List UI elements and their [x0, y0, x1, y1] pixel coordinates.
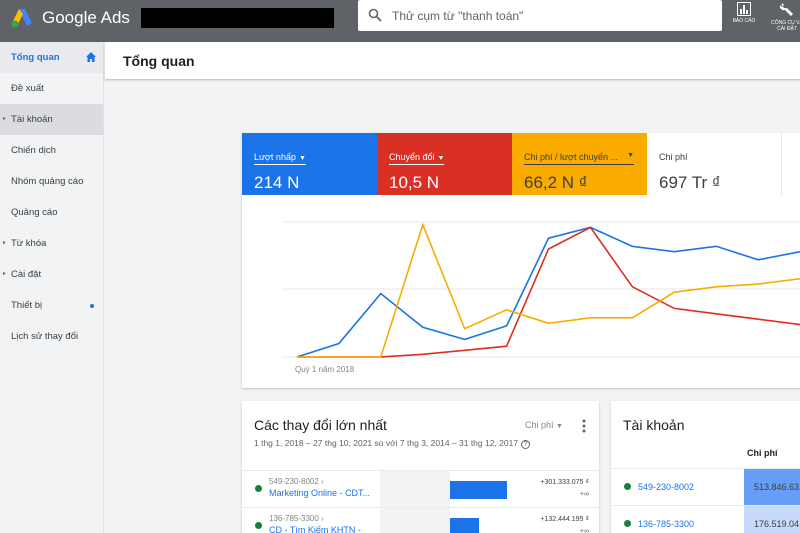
reports-icon: [737, 2, 751, 16]
status-dot-icon: [624, 483, 631, 490]
dropdown-caret-icon: ▼: [298, 155, 306, 162]
accounts-card: Tài khoản Chi phí 549-230-8002 513.846.6…: [611, 401, 800, 533]
expand-caret-icon: ▸: [3, 271, 7, 277]
metric-label[interactable]: Chi phí / lượt chuyển ... ▼: [524, 152, 634, 165]
sidebar: Tổng quan Đề xuất ▸ Tài khoản Chiến dịch…: [0, 42, 104, 533]
performance-card: Lượt nhấp ▼ 214 N Chuyển đổi ▼ 10,5 N Chi …: [242, 133, 800, 388]
sidebar-item-label: Từ khóa: [11, 238, 47, 249]
notification-dot-icon: [90, 304, 94, 308]
sidebar-item-label: Cài đặt: [11, 269, 42, 280]
sidebar-item-devices[interactable]: Thiết bị: [0, 290, 103, 321]
change-amount: +132.444.195 ₫: [540, 516, 589, 523]
dropdown-caret-icon: ▼: [556, 423, 563, 430]
change-row[interactable]: 136-785-3300 › CD - Tìm Kiếm KHTN - +132…: [242, 507, 599, 533]
expand-caret-icon: ▸: [3, 240, 7, 246]
metric-value: 214 N: [254, 173, 300, 192]
metric-value: 66,2 N ₫: [524, 173, 588, 192]
sidebar-item-label: Đề xuất: [11, 83, 44, 94]
card-title: Các thay đổi lớn nhất: [254, 417, 387, 433]
dropdown-caret-icon: ▼: [437, 155, 445, 162]
bar-negative-area: [380, 471, 450, 508]
metric-value: 10,5 N: [389, 173, 440, 192]
metric-select-dropdown[interactable]: Chi phí ▼: [525, 420, 563, 430]
account-cost: 176.519.04: [744, 506, 800, 533]
change-percent: +∞: [579, 528, 589, 533]
metric-label[interactable]: Lượt nhấp ▼: [254, 152, 306, 165]
sidebar-item-keywords[interactable]: ▸ Từ khóa: [0, 228, 103, 259]
account-cost: 513.846.63: [744, 469, 800, 506]
account-id: 549-230-8002 ›: [269, 477, 324, 486]
sidebar-item-campaigns[interactable]: Chiến dịch: [0, 135, 103, 166]
metric-value: 697 Tr ₫: [659, 173, 721, 192]
reports-label: BÁO CÁO: [732, 18, 756, 24]
metric-clicks[interactable]: Lượt nhấp ▼ 214 N: [242, 133, 377, 195]
more-vert-icon[interactable]: [582, 419, 586, 433]
chart-x-label: Quý 1 năm 2018: [295, 365, 355, 374]
biggest-changes-card: Các thay đổi lớn nhất Chi phí ▼ 1 thg 1,…: [242, 401, 599, 533]
search-placeholder: Thử cụm từ "thanh toán": [392, 9, 524, 23]
change-bar: [450, 518, 479, 533]
home-icon: [86, 52, 96, 62]
redacted-account-name: [141, 8, 334, 28]
metric-conversions[interactable]: Chuyển đổi ▼ 10,5 N: [377, 133, 512, 195]
account-link[interactable]: 549-230-8002: [638, 482, 695, 492]
brand-name: Google Ads: [42, 8, 130, 27]
change-percent: +∞: [579, 491, 589, 498]
search-input[interactable]: Thử cụm từ "thanh toán": [358, 0, 722, 31]
status-dot-icon: [255, 485, 262, 492]
page-title: Tổng quan: [123, 53, 195, 69]
account-link[interactable]: 136-785-3300: [638, 519, 695, 529]
change-row[interactable]: 549-230-8002 › Marketing Online - CDT...…: [242, 470, 599, 508]
wrench-icon: [779, 3, 793, 16]
status-dot-icon: [255, 522, 262, 529]
sidebar-item-label: Tài khoản: [11, 114, 53, 125]
sidebar-item-label: Thiết bị: [11, 300, 43, 311]
expand-caret-icon: ▸: [3, 116, 7, 122]
tools-settings-button[interactable]: CÔNG CỤ VÀ CÀI ĐẶT: [767, 2, 800, 32]
performance-line-chart[interactable]: [242, 195, 800, 388]
metric-label[interactable]: Chuyển đổi ▼: [389, 152, 445, 165]
google-ads-logo-icon[interactable]: [10, 7, 34, 29]
campaign-link[interactable]: CD - Tìm Kiếm KHTN -: [269, 525, 361, 533]
sidebar-item-label: Chiến dịch: [11, 145, 56, 156]
status-dot-icon: [624, 520, 631, 527]
reports-button[interactable]: BÁO CÁO: [724, 2, 764, 24]
account-row[interactable]: 549-230-8002 513.846.63: [611, 468, 800, 506]
column-header-cost[interactable]: Chi phí: [747, 448, 778, 458]
sidebar-item-accounts[interactable]: ▸ Tài khoản: [0, 104, 103, 135]
metric-label: Chi phí: [659, 152, 688, 162]
sidebar-item-change-history[interactable]: Lịch sử thay đổi: [0, 321, 103, 352]
account-row[interactable]: 136-785-3300 176.519.04: [611, 505, 800, 533]
sidebar-item-overview[interactable]: Tổng quan: [0, 42, 103, 73]
dropdown-caret-icon: ▼: [627, 152, 634, 159]
help-icon[interactable]: ?: [521, 440, 531, 449]
sidebar-item-label: Tổng quan: [11, 52, 60, 63]
date-range-comparison: 1 thg 1, 2018 – 27 thg 10, 2021 so với 7…: [254, 438, 531, 449]
search-icon: [368, 8, 382, 22]
change-bar: [450, 481, 507, 499]
sidebar-item-label: Quảng cáo: [11, 207, 58, 218]
sidebar-item-recommendations[interactable]: Đề xuất: [0, 73, 103, 104]
sidebar-item-ads[interactable]: Quảng cáo: [0, 197, 103, 228]
sidebar-item-settings[interactable]: ▸ Cài đặt: [0, 259, 103, 290]
change-amount: +301.333.075 ₫: [540, 479, 589, 486]
card-title: Tài khoản: [623, 417, 685, 433]
metric-cost[interactable]: Chi phí 697 Tr ₫: [647, 133, 782, 195]
tools-settings-label: CÔNG CỤ VÀ CÀI ĐẶT: [771, 20, 800, 32]
bar-negative-area: [380, 508, 450, 533]
campaign-link[interactable]: Marketing Online - CDT...: [269, 488, 371, 498]
sidebar-item-label: Lịch sử thay đổi: [11, 331, 79, 342]
account-id: 136-785-3300 ›: [269, 514, 324, 523]
metric-cost-per-conversion[interactable]: Chi phí / lượt chuyển ... ▼ 66,2 N ₫: [512, 133, 647, 195]
sidebar-item-ad-groups[interactable]: Nhóm quảng cáo: [0, 166, 103, 197]
page-header: Tổng quan: [105, 42, 800, 79]
sidebar-item-label: Nhóm quảng cáo: [11, 176, 84, 187]
top-bar: Google Ads Thử cụm từ "thanh toán" BÁO C…: [0, 0, 800, 42]
